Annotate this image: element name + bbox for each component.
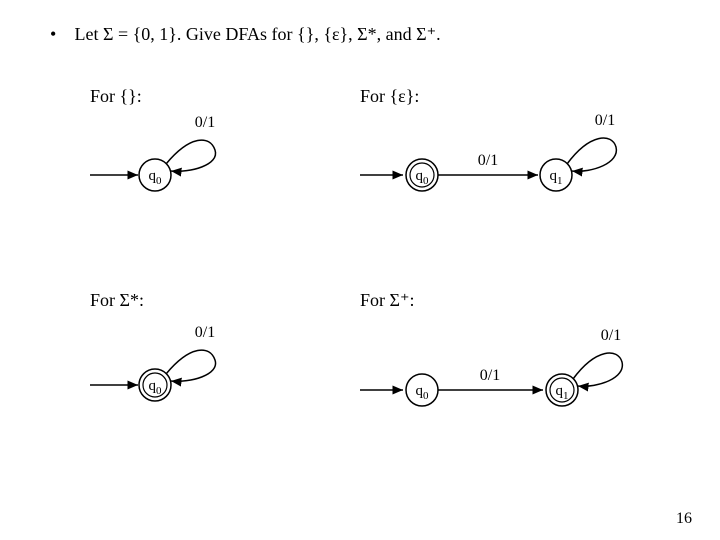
loop-label-3: 0/1	[195, 324, 215, 341]
page-number: 16	[676, 510, 692, 528]
q0-sub: 0	[156, 175, 162, 187]
header-line: • Let Σ = {0, 1}. Give DFAs for {}, {ε},…	[50, 24, 441, 45]
loop-label-2: 0/1	[595, 112, 615, 129]
loop-label-4: 0/1	[601, 327, 621, 344]
dfa-empty: q0 0/1	[80, 95, 260, 225]
bullet: •	[50, 24, 70, 45]
trans-label-plus: 0/1	[480, 367, 500, 384]
dfa-star: q0 0/1	[80, 305, 280, 435]
trans-label-eps: 0/1	[478, 152, 498, 169]
dfa-eps: q0 0/1 q1 0/1	[350, 85, 650, 225]
loop-label-1: 0/1	[195, 114, 215, 131]
dfa-plus: q0 0/1 q1 0/1	[350, 300, 650, 440]
header-text: Let Σ = {0, 1}. Give DFAs for {}, {ε}, Σ…	[75, 24, 441, 44]
